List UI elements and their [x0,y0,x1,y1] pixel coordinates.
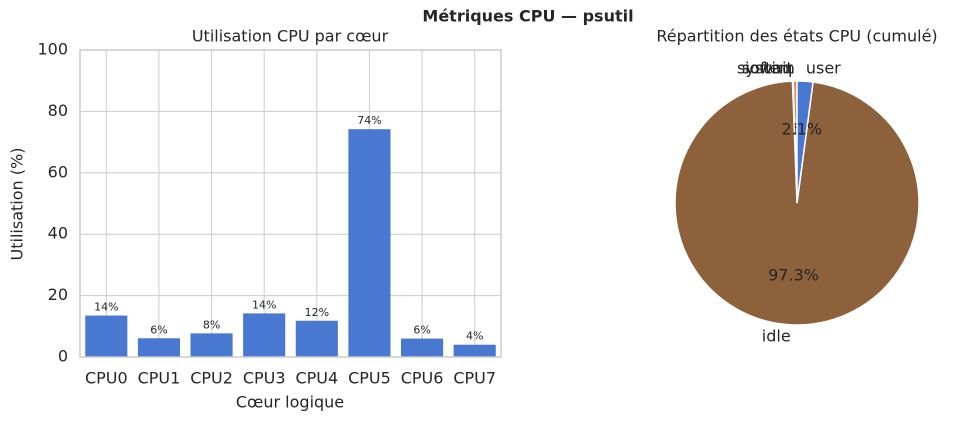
value-label: 74% [357,114,381,127]
value-label: 14% [94,301,118,314]
bar [453,344,496,357]
slice-label: softirq [742,58,793,77]
bar [295,320,338,357]
x-axis-label: Cœur logique [236,393,344,412]
value-label: 4% [466,330,483,343]
y-tick-label: 100 [37,40,68,59]
x-tick-label: CPU5 [348,369,391,388]
x-tick-label: CPU4 [295,369,338,388]
bar [85,315,128,357]
bar [401,338,444,357]
y-tick-label: 40 [48,224,68,243]
y-tick-label: 60 [48,162,68,181]
y-axis-label: Utilisation (%) [8,148,27,261]
y-tick-label: 80 [48,101,68,120]
pie-title: Répartition des états CPU (cumulé) [656,27,937,46]
slice-label: idle [762,327,791,346]
bar [190,333,233,357]
x-tick-label: CPU0 [85,369,128,388]
bar-title: Utilisation CPU par cœur [192,27,389,46]
x-tick-label: CPU1 [138,369,181,388]
x-tick-label: CPU7 [453,369,496,388]
x-tick-label: CPU3 [243,369,286,388]
y-tick-label: 20 [48,285,68,304]
pie-slice [796,80,814,204]
slice-label: user [806,59,841,78]
x-tick-label: CPU6 [401,369,444,388]
value-label: 12% [305,306,329,319]
slice-label: system [737,58,795,77]
bar [243,313,286,357]
bar [137,338,180,357]
axes-frame [79,49,502,358]
value-label: 14% [252,298,276,311]
figure-title: Métriques CPU — psutil [422,7,633,26]
bar [348,129,391,357]
value-label: 6% [413,324,430,337]
value-label: 6% [150,323,167,336]
slice-label: iowait [745,58,793,77]
x-tick-label: CPU2 [190,369,233,388]
slice-percent: 2.1% [781,119,822,138]
value-label: 8% [203,318,220,331]
y-tick-label: 0 [58,347,68,366]
slice-percent: 97.3% [768,266,819,285]
